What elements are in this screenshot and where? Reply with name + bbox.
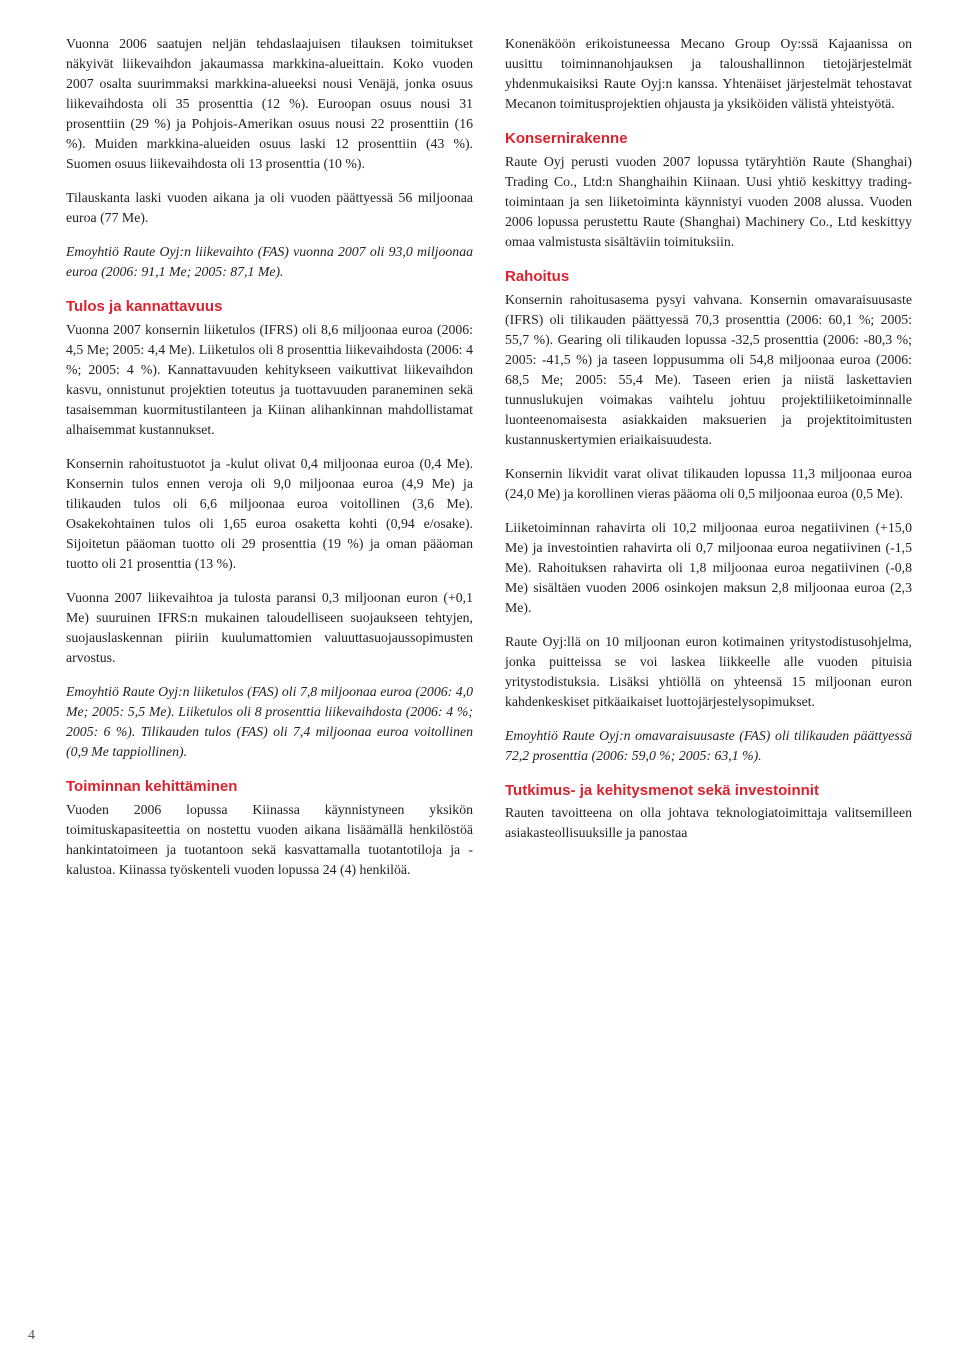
page-number: 4 <box>28 1328 35 1344</box>
paragraph: Vuonna 2007 konsernin liiketulos (IFRS) … <box>66 320 473 440</box>
paragraph: Liiketoiminnan rahavirta oli 10,2 miljoo… <box>505 518 912 618</box>
left-column: Vuonna 2006 saatujen neljän tehdaslaajui… <box>66 34 473 894</box>
paragraph: Tilauskanta laski vuoden aikana ja oli v… <box>66 188 473 228</box>
paragraph: Konsernin likvidit varat olivat tilikaud… <box>505 464 912 504</box>
paragraph: Raute Oyj perusti vuoden 2007 lopussa ty… <box>505 152 912 252</box>
paragraph: Konsernin rahoitustuotot ja -kulut oliva… <box>66 454 473 574</box>
section-heading-rahoitus: Rahoitus <box>505 266 912 288</box>
paragraph: Vuonna 2006 saatujen neljän tehdaslaajui… <box>66 34 473 174</box>
section-heading-tulos: Tulos ja kannattavuus <box>66 296 473 318</box>
paragraph-italic: Emoyhtiö Raute Oyj:n liiketulos (FAS) ol… <box>66 682 473 762</box>
section-heading-toiminnan: Toiminnan kehittäminen <box>66 776 473 798</box>
paragraph: Konenäköön erikoistuneessa Mecano Group … <box>505 34 912 114</box>
paragraph: Vuoden 2006 lopussa Kiinassa käynnistyne… <box>66 800 473 880</box>
section-heading-konsernirakenne: Konsernirakenne <box>505 128 912 150</box>
paragraph-italic: Emoyhtiö Raute Oyj:n liikevaihto (FAS) v… <box>66 242 473 282</box>
section-heading-tutkimus: Tutkimus- ja kehitysmenot sekä investoin… <box>505 780 912 802</box>
paragraph-italic: Emoyhtiö Raute Oyj:n omavaraisuusaste (F… <box>505 726 912 766</box>
paragraph: Konsernin rahoitusasema pysyi vahvana. K… <box>505 290 912 450</box>
paragraph: Rauten tavoitteena on olla johtava tekno… <box>505 803 912 843</box>
paragraph: Raute Oyj:llä on 10 miljoonan euron koti… <box>505 632 912 712</box>
paragraph: Vuonna 2007 liikevaihtoa ja tulosta para… <box>66 588 473 668</box>
right-column: Konenäköön erikoistuneessa Mecano Group … <box>505 34 912 894</box>
two-column-layout: Vuonna 2006 saatujen neljän tehdaslaajui… <box>66 34 912 894</box>
